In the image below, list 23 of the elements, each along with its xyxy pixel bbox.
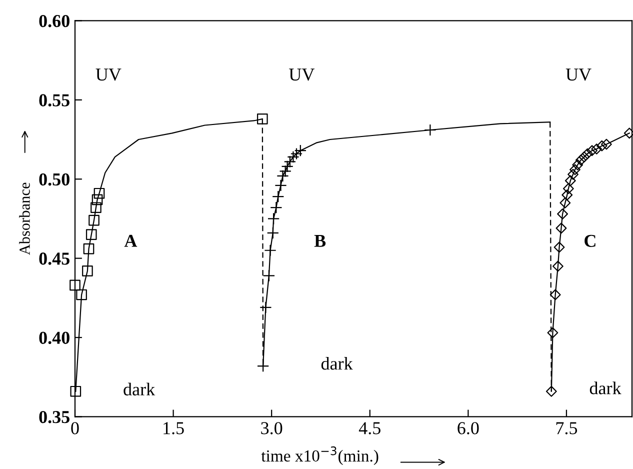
x-tick-label: 7.5 [556, 422, 578, 434]
annotation: C [584, 234, 596, 247]
annotation: UV [96, 68, 122, 81]
x-tick-label: 3.0 [261, 422, 282, 434]
y-tick-label: 0.50 [39, 173, 70, 186]
y-tick-label: 0.55 [39, 94, 70, 106]
annotation: dark [124, 382, 156, 396]
annotation: B [314, 234, 326, 247]
x-axis-title: time x10$^{−3}$(min.) [261, 446, 378, 465]
annotation: dark [321, 357, 353, 370]
x-tick-label: 6.0 [458, 422, 479, 434]
y-tick-label: 0.45 [39, 252, 70, 265]
annotation: UV [566, 68, 592, 81]
annotation: A [124, 234, 138, 247]
y-tick-label: 0.40 [39, 332, 70, 344]
annotation: dark [590, 382, 622, 394]
x-tick-label: 0 [71, 422, 79, 434]
annotation: UV [289, 68, 315, 81]
x-tick-label: 1.5 [164, 422, 184, 434]
y-tick-label: 0.35 [39, 410, 70, 424]
y-tick-label: 0.60 [39, 14, 70, 28]
x-tick-label: 4.5 [358, 422, 380, 434]
y-axis-title: Absorbance [19, 182, 30, 256]
